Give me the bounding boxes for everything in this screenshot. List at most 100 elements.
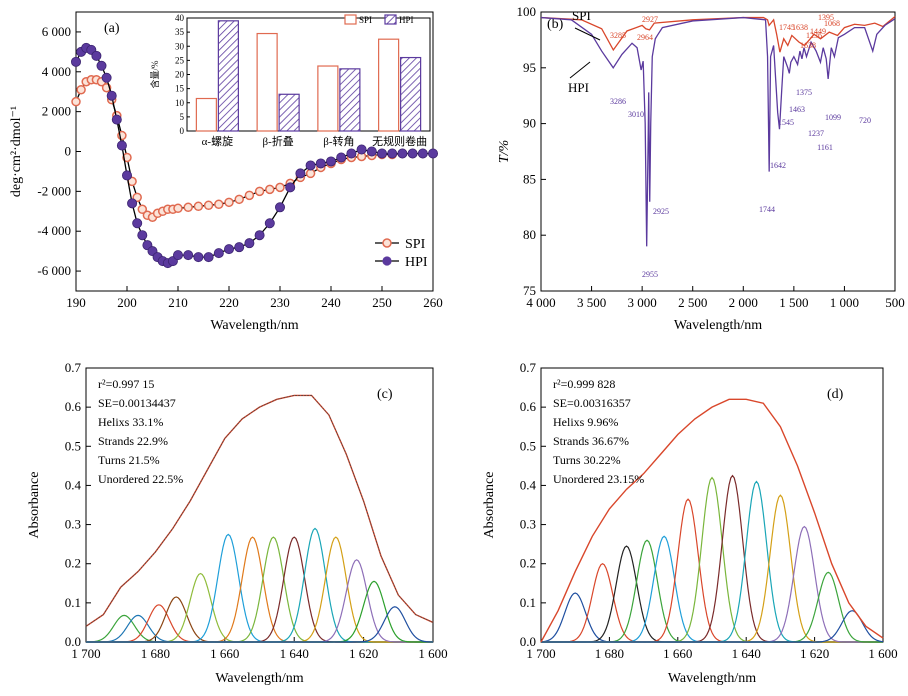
y-tick-label: 0.5 bbox=[520, 438, 536, 453]
y-tick-label: 0.4 bbox=[65, 477, 82, 492]
peak-label-SPI: 1236 bbox=[806, 31, 822, 40]
y-tick-label: 0.7 bbox=[65, 360, 82, 375]
x-tick-label: 1 640 bbox=[280, 646, 309, 661]
inset-y-tick-label: 20 bbox=[175, 70, 185, 80]
data-point-SPI bbox=[214, 199, 224, 210]
y-tick-label: 0.7 bbox=[520, 360, 537, 375]
panel-b: 4 000 3 500 3 000 2 500 2 000 1 500 1 000 500 10… bbox=[497, 4, 905, 333]
data-point-SPI bbox=[183, 202, 193, 213]
inset-legend-label: HPI bbox=[399, 15, 414, 25]
y-tick-label: 2 000 bbox=[42, 104, 71, 119]
data-point-HPI bbox=[325, 156, 336, 167]
inset-category-label: 无规则卷曲 bbox=[372, 134, 427, 148]
data-point-HPI bbox=[116, 140, 127, 151]
data-point-HPI bbox=[285, 182, 296, 193]
x-tick-label: 210 bbox=[168, 295, 188, 310]
gaussian-component bbox=[86, 527, 433, 643]
gaussian-component bbox=[541, 535, 883, 643]
data-point-HPI bbox=[305, 160, 316, 171]
peak-label-SPI: 1395 bbox=[818, 13, 834, 22]
data-point-HPI bbox=[203, 252, 214, 263]
data-point-HPI bbox=[387, 148, 398, 159]
y-axis-label: Absorbance bbox=[27, 472, 42, 539]
inset-legend-swatch-HPI bbox=[384, 14, 397, 25]
data-point-HPI bbox=[96, 60, 107, 71]
x-tick-label: 230 bbox=[270, 295, 290, 310]
y-tick-label: -4 000 bbox=[37, 223, 71, 238]
y-tick-label: 75 bbox=[523, 283, 536, 298]
y-tick-label: 80 bbox=[523, 227, 536, 242]
peak-label-HPI: 3010 bbox=[628, 110, 644, 119]
panel-c: 1 700 1 680 1 660 1 640 1 620 1 600 0.0 0.1 0.2 0… bbox=[27, 360, 448, 686]
legend-label-SPI: SPI bbox=[572, 8, 591, 23]
x-tick-label: 1 620 bbox=[349, 646, 378, 661]
y-tick-label: 0.4 bbox=[520, 477, 537, 492]
panel-d: 1 700 1 680 1 660 1 640 1 620 1 600 0.0 0.1 0.2 0… bbox=[482, 360, 898, 686]
peak-label-HPI: 2925 bbox=[653, 207, 669, 216]
data-point-HPI bbox=[183, 250, 194, 261]
legend-arrow bbox=[569, 61, 591, 79]
x-tick-label: 4 000 bbox=[526, 295, 555, 310]
y-tick-label: 0.3 bbox=[65, 517, 81, 532]
data-point-HPI bbox=[101, 72, 112, 83]
data-point-HPI bbox=[346, 148, 357, 159]
x-axis-label: Wavelength/nm bbox=[674, 318, 762, 333]
inset-bar-SPI bbox=[195, 97, 217, 132]
inset-bar-HPI bbox=[339, 68, 361, 132]
data-point-HPI bbox=[356, 144, 367, 155]
x-tick-label: 1 680 bbox=[595, 646, 624, 661]
data-point-SPI bbox=[234, 194, 244, 205]
y-tick-label: 0.6 bbox=[65, 399, 82, 414]
data-point-HPI bbox=[397, 148, 408, 159]
fit-statistic: Strands 22.9% bbox=[98, 434, 168, 448]
x-tick-label: 1 660 bbox=[210, 646, 239, 661]
x-tick-label: 1 660 bbox=[663, 646, 692, 661]
data-point-HPI bbox=[427, 148, 438, 159]
data-point-SPI bbox=[137, 204, 148, 215]
y-tick-label: 0.1 bbox=[520, 595, 536, 610]
data-point-SPI bbox=[275, 182, 285, 193]
y-tick-label: 6 000 bbox=[42, 24, 71, 39]
data-point-SPI bbox=[254, 186, 265, 197]
y-tick-label: 100 bbox=[517, 4, 537, 19]
measured-spectrum bbox=[85, 395, 434, 627]
data-point-HPI bbox=[295, 168, 306, 179]
gaussian-component bbox=[541, 610, 884, 643]
fit-statistic: Helixs 33.1% bbox=[98, 415, 163, 429]
fit-statistic: SE=0.00316357 bbox=[553, 396, 631, 410]
legend-label: HPI bbox=[405, 255, 428, 270]
data-point-HPI bbox=[376, 148, 387, 159]
data-point-HPI bbox=[137, 230, 148, 241]
inset-y-axis-label: 含量/% bbox=[149, 60, 160, 89]
y-tick-label: 0.5 bbox=[65, 438, 81, 453]
data-point-HPI bbox=[315, 158, 326, 169]
inset-bar-SPI bbox=[256, 32, 278, 132]
inset-bar-HPI bbox=[217, 20, 239, 132]
inset-legend-label: SPI bbox=[359, 15, 372, 25]
x-axis-label: Wavelength/nm bbox=[215, 671, 303, 686]
data-point-HPI bbox=[407, 148, 418, 159]
data-point-SPI bbox=[244, 190, 255, 201]
peak-label-SPI: 1745 bbox=[779, 23, 795, 32]
x-axis-label: Wavelength/nm bbox=[210, 318, 298, 333]
data-point-HPI bbox=[274, 202, 285, 213]
x-tick-label: 1 640 bbox=[732, 646, 761, 661]
y-tick-label: 0.0 bbox=[520, 634, 536, 649]
panel-label: (a) bbox=[104, 21, 120, 36]
legend-marker bbox=[382, 256, 392, 266]
peak-label-HPI: 720 bbox=[859, 116, 871, 125]
fit-statistic: Unordered 22.5% bbox=[98, 472, 183, 486]
fit-statistic: Unordered 23.15% bbox=[553, 472, 644, 486]
peak-label-HPI: 1642 bbox=[770, 161, 786, 170]
y-axis-label: deg·cm²·dmol⁻¹ bbox=[9, 106, 24, 197]
peak-label-HPI: 1099 bbox=[825, 113, 841, 122]
peak-label-HPI: 1463 bbox=[789, 105, 805, 114]
data-point-HPI bbox=[91, 50, 102, 61]
panel-label: (d) bbox=[827, 387, 844, 402]
gaussian-component bbox=[541, 539, 883, 643]
gaussian-component bbox=[541, 525, 883, 643]
peak-label-HPI: 1545 bbox=[778, 118, 794, 127]
inset-y-tick-label: 0 bbox=[180, 126, 185, 136]
